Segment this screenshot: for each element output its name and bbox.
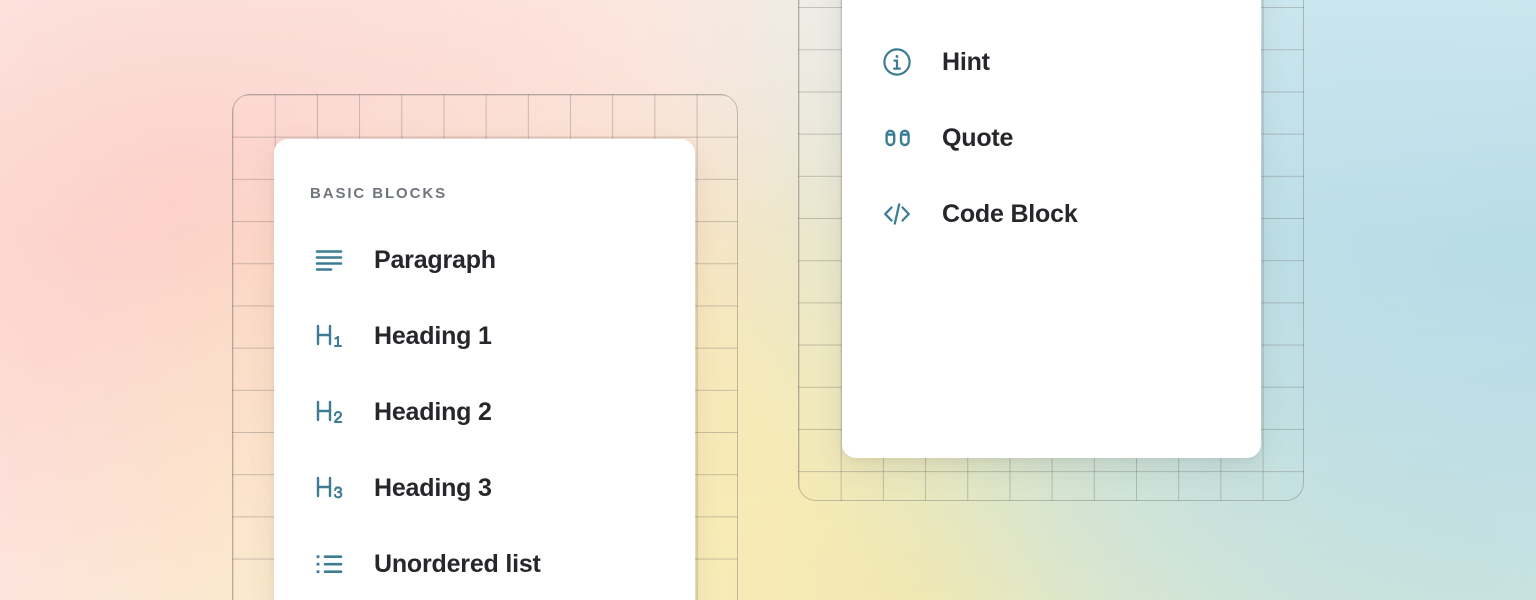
menu-item-label: Heading 2 (374, 397, 492, 426)
blocks-menu-card-secondary: 1 2 Ordered list (842, 0, 1261, 458)
menu-item-quote[interactable]: Quote (842, 100, 1261, 176)
menu-item-code-block[interactable]: Code Block (842, 176, 1261, 252)
heading-2-icon (310, 393, 348, 431)
basic-blocks-menu-card: BASIC BLOCKS Paragraph (274, 139, 695, 600)
menu-item-paragraph[interactable]: Paragraph (274, 222, 695, 298)
section-label-basic-blocks: BASIC BLOCKS (310, 185, 447, 202)
menu-item-heading-3[interactable]: Heading 3 (274, 450, 695, 526)
menu-item-label: Divider (942, 0, 1025, 1)
menu-item-heading-2[interactable]: Heading 2 (274, 374, 695, 450)
menu-item-divider[interactable]: Divider (842, 0, 1261, 24)
heading-3-icon (310, 469, 348, 507)
quote-icon (878, 119, 916, 157)
menu-item-unordered-list[interactable]: Unordered list (274, 526, 695, 600)
unordered-list-icon (310, 545, 348, 583)
left-menu-list: Paragraph Heading 1 (274, 202, 695, 600)
code-block-icon (878, 195, 916, 233)
menu-item-heading-1[interactable]: Heading 1 (274, 298, 695, 374)
menu-item-hint[interactable]: Hint (842, 24, 1261, 100)
paragraph-icon (310, 241, 348, 279)
menu-item-label: Code Block (942, 199, 1078, 228)
heading-1-icon (310, 317, 348, 355)
hint-icon (878, 43, 916, 81)
menu-item-label: Heading 3 (374, 473, 492, 502)
divider-icon (878, 0, 916, 5)
menu-item-label: Paragraph (374, 245, 496, 274)
menu-item-label: Heading 1 (374, 321, 492, 350)
menu-item-label: Quote (942, 123, 1014, 152)
menu-item-label: Hint (942, 47, 990, 76)
right-menu-list: 1 2 Ordered list (842, 0, 1261, 252)
menu-item-label: Unordered list (374, 549, 541, 578)
